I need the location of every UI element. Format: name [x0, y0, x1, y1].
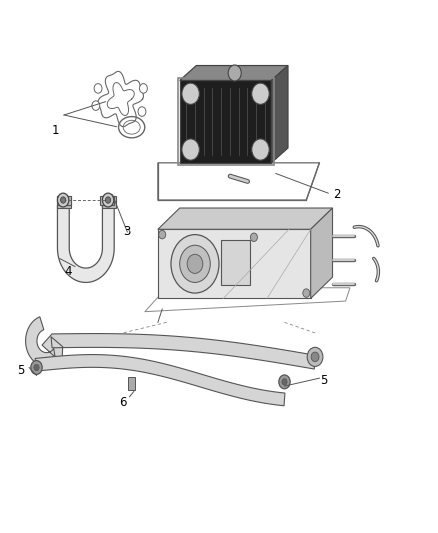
Circle shape	[182, 139, 199, 160]
Bar	[221, 240, 250, 285]
Text: 2: 2	[333, 188, 341, 201]
Circle shape	[34, 365, 39, 370]
Bar	[57, 196, 71, 208]
Text: 1: 1	[52, 124, 59, 138]
Circle shape	[251, 233, 258, 241]
Bar	[102, 196, 117, 208]
Text: 6: 6	[119, 395, 127, 409]
Circle shape	[94, 84, 102, 93]
Polygon shape	[35, 354, 285, 406]
Polygon shape	[158, 208, 332, 229]
Circle shape	[311, 352, 319, 362]
Polygon shape	[158, 229, 311, 298]
Circle shape	[140, 84, 147, 93]
Circle shape	[57, 193, 69, 207]
Polygon shape	[180, 66, 288, 80]
Polygon shape	[272, 66, 288, 163]
Circle shape	[303, 289, 310, 297]
Circle shape	[159, 230, 166, 239]
Circle shape	[102, 193, 114, 207]
Circle shape	[252, 139, 269, 160]
Polygon shape	[311, 208, 332, 298]
Text: 5: 5	[320, 374, 328, 387]
Bar	[100, 196, 114, 205]
Polygon shape	[57, 205, 114, 282]
Circle shape	[171, 235, 219, 293]
Circle shape	[60, 197, 66, 203]
Circle shape	[307, 348, 323, 367]
Text: 3: 3	[124, 225, 131, 238]
Circle shape	[31, 361, 42, 374]
Text: 5: 5	[17, 364, 24, 377]
Circle shape	[182, 83, 199, 104]
Polygon shape	[25, 317, 316, 369]
Circle shape	[180, 245, 210, 282]
Polygon shape	[180, 80, 272, 163]
Circle shape	[279, 375, 290, 389]
Circle shape	[187, 254, 203, 273]
Circle shape	[282, 378, 287, 385]
Circle shape	[138, 107, 146, 116]
Circle shape	[92, 101, 100, 110]
Circle shape	[252, 83, 269, 104]
Bar	[57, 196, 71, 205]
Text: 4: 4	[65, 265, 72, 278]
Bar	[128, 377, 135, 390]
Circle shape	[106, 197, 111, 203]
Circle shape	[228, 65, 241, 81]
